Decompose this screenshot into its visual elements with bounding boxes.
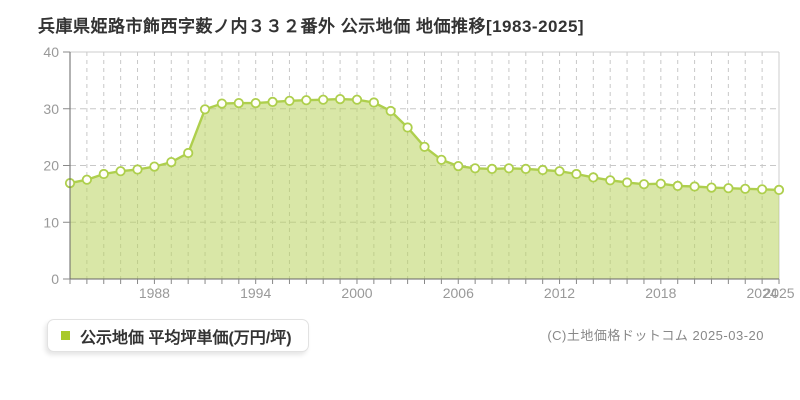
svg-text:2024: 2024: [747, 285, 778, 301]
legend: 公示地価 平均坪単価(万円/坪): [47, 319, 309, 352]
x-axis-ticks: [69, 279, 780, 284]
y-axis-labels: 0 10 20 30 40: [43, 44, 59, 287]
svg-text:2018: 2018: [645, 285, 676, 301]
page-title: 兵庫県姫路市飾西字薮ノ内３３２番外 公示地価 地価推移[1983-2025]: [38, 17, 585, 36]
y-axis-ticks: [63, 51, 70, 280]
svg-text:2000: 2000: [341, 285, 372, 301]
series-area-fill: [70, 99, 779, 279]
legend-marker-icon: [61, 331, 70, 340]
svg-text:0: 0: [51, 271, 59, 287]
svg-text:30: 30: [43, 101, 59, 117]
svg-text:10: 10: [43, 214, 59, 230]
copyright-text: (C)土地価格ドットコム 2025-03-20: [547, 328, 764, 343]
svg-text:1988: 1988: [139, 285, 170, 301]
svg-text:2006: 2006: [443, 285, 474, 301]
svg-text:20: 20: [43, 158, 59, 174]
svg-text:1994: 1994: [240, 285, 271, 301]
legend-label: 公示地価 平均坪単価(万円/坪): [80, 329, 292, 347]
svg-text:2012: 2012: [544, 285, 575, 301]
svg-text:40: 40: [43, 44, 59, 60]
svg-text:2025: 2025: [763, 285, 794, 301]
series-markers: [64, 94, 785, 195]
